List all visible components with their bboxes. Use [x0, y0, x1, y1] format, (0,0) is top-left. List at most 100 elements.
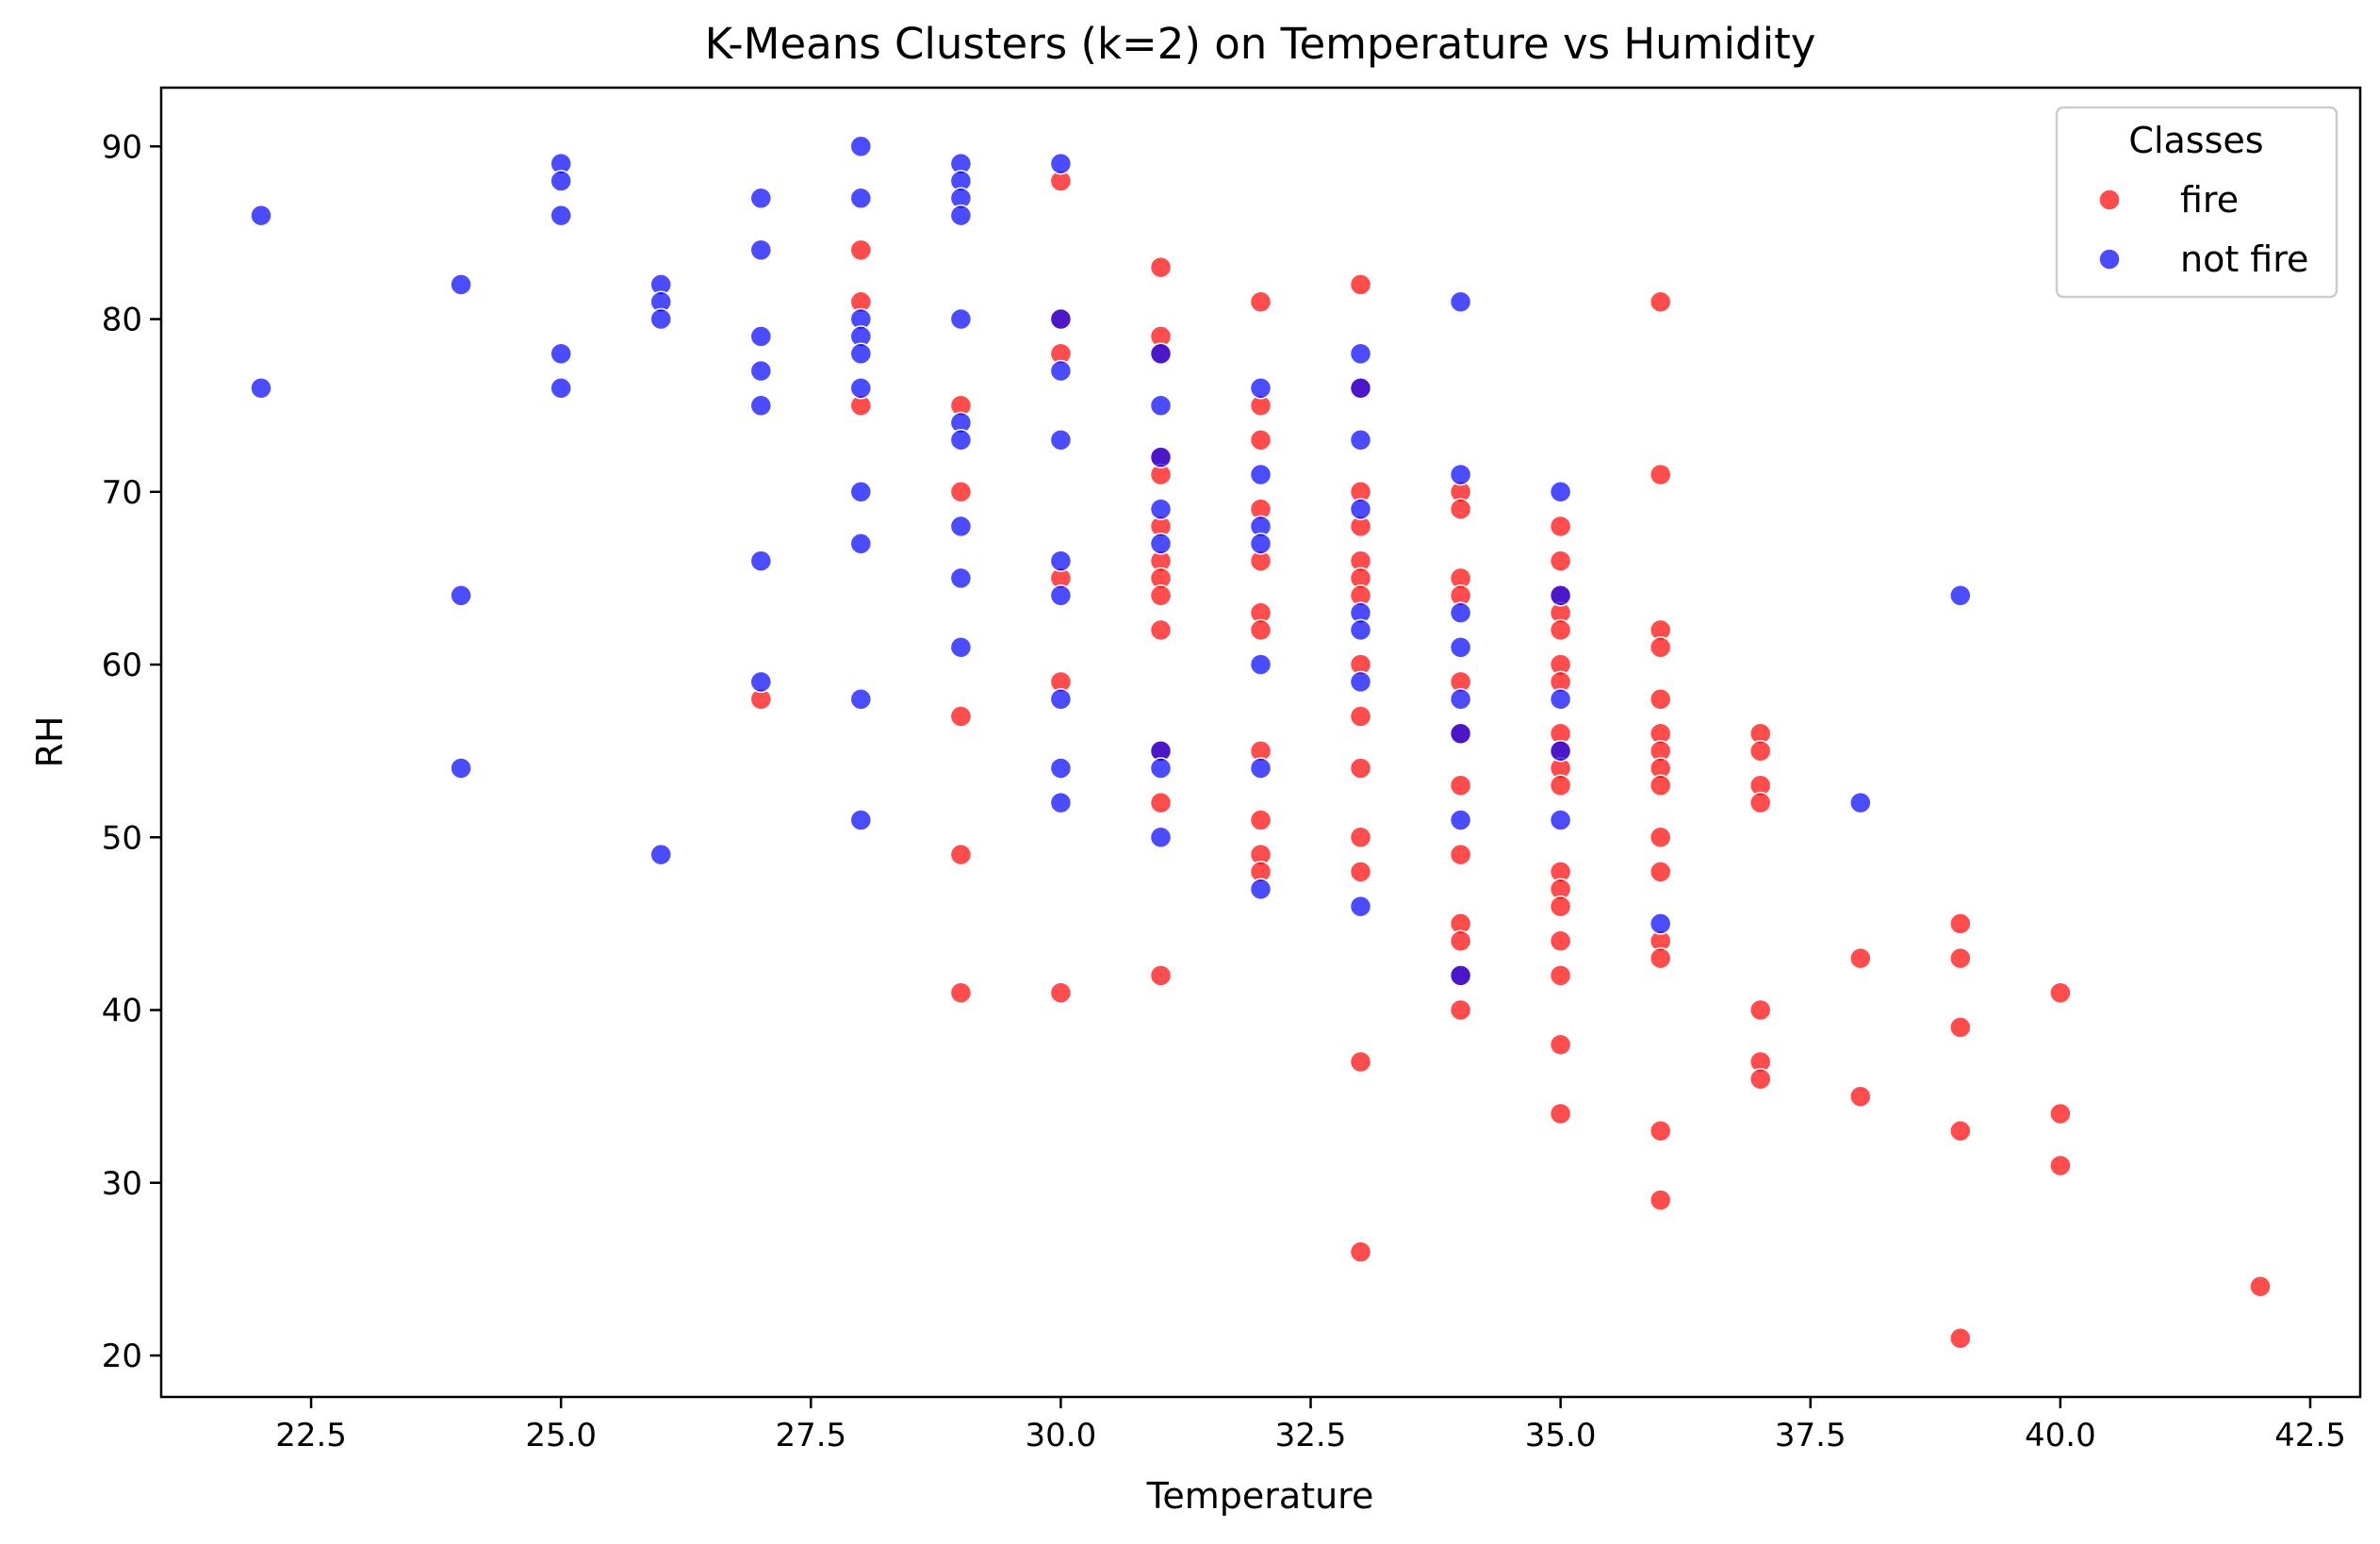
point-not-fire	[749, 550, 773, 572]
point-not-fire	[1049, 359, 1073, 383]
point-fire	[1649, 774, 1672, 797]
point-not-fire	[1249, 653, 1272, 676]
point-not-fire	[1449, 463, 1472, 486]
point-not-fire	[1249, 377, 1272, 400]
point-fire	[1249, 618, 1272, 642]
point-not-fire	[1349, 498, 1372, 520]
point-fire	[1649, 635, 1672, 659]
point-not-fire	[1049, 757, 1073, 780]
point-not-fire	[949, 567, 973, 590]
point-not-fire	[749, 187, 773, 210]
point-not-fire	[550, 204, 572, 227]
point-fire	[1149, 618, 1173, 642]
x-axis-ticks: 22.5 25.0 27.5 30.0 32.5 35.0 37.5 40.0 42.5	[275, 1397, 2346, 1454]
y-axis-ticks: 20 30 40 50 60 70 80 90	[102, 128, 161, 1375]
point-fire	[949, 481, 973, 503]
point-fire	[1649, 946, 1672, 970]
point-fire	[1349, 861, 1372, 883]
y-tick-label: 60	[102, 647, 142, 684]
point-fire	[2249, 1274, 2272, 1298]
point-not-fire	[1049, 550, 1073, 572]
x-tick-label: 40.0	[2025, 1417, 2096, 1454]
point-not-fire	[849, 342, 873, 365]
point-not-fire	[649, 307, 672, 331]
point-not-fire	[1449, 809, 1472, 831]
point-not-fire	[1349, 377, 1372, 400]
point-fire	[1949, 1120, 1972, 1142]
point-fire	[2049, 1102, 2072, 1125]
point-not-fire	[1449, 290, 1472, 313]
legend-box	[2055, 106, 2339, 299]
point-not-fire	[1549, 739, 1572, 763]
legend: Classes fire not fire	[2055, 106, 2339, 299]
point-not-fire	[1649, 912, 1672, 935]
point-not-fire	[1349, 895, 1372, 918]
point-not-fire	[849, 533, 873, 555]
legend-title: Classes	[2128, 120, 2263, 161]
point-fire	[1049, 981, 1073, 1004]
point-fire	[1549, 1033, 1572, 1056]
point-fire	[1249, 290, 1272, 313]
plot-area-frame	[159, 86, 2362, 1399]
point-not-fire	[749, 394, 773, 417]
point-fire	[1549, 895, 1572, 918]
point-not-fire	[250, 377, 272, 400]
point-fire	[2049, 1154, 2072, 1177]
point-not-fire	[450, 757, 472, 780]
point-fire	[1849, 1085, 1872, 1108]
point-fire	[1349, 1240, 1372, 1263]
point-not-fire	[1849, 791, 1872, 814]
point-not-fire	[1149, 826, 1173, 849]
point-fire	[1649, 826, 1672, 849]
point-not-fire	[949, 635, 973, 659]
point-fire	[1949, 946, 1972, 970]
point-not-fire	[749, 670, 773, 694]
point-fire	[1748, 998, 1772, 1022]
point-not-fire	[1149, 757, 1173, 780]
point-fire	[1949, 1326, 1972, 1350]
point-fire	[1149, 791, 1173, 814]
point-fire	[1649, 687, 1672, 711]
point-fire	[1549, 550, 1572, 572]
legend-marker-not-fire	[2098, 248, 2121, 271]
point-fire	[2049, 981, 2072, 1004]
x-tick-label: 25.0	[525, 1417, 597, 1454]
point-not-fire	[1049, 429, 1073, 452]
point-not-fire	[749, 325, 773, 348]
y-tick-label: 30	[102, 1165, 142, 1203]
point-fire	[1349, 757, 1372, 780]
point-not-fire	[749, 359, 773, 383]
point-not-fire	[1049, 307, 1073, 331]
point-not-fire	[1149, 394, 1173, 417]
point-not-fire	[949, 429, 973, 452]
point-fire	[1949, 912, 1972, 935]
point-not-fire	[1449, 964, 1472, 987]
point-not-fire	[1249, 757, 1272, 780]
point-not-fire	[649, 843, 672, 866]
point-fire	[1149, 583, 1173, 607]
point-not-fire	[949, 204, 973, 227]
point-not-fire	[849, 135, 873, 158]
point-not-fire	[849, 187, 873, 210]
point-not-fire	[1449, 601, 1472, 624]
point-fire	[949, 705, 973, 728]
point-fire	[1649, 290, 1672, 313]
y-tick-label: 90	[102, 128, 142, 166]
point-not-fire	[1449, 687, 1472, 711]
point-not-fire	[1349, 429, 1372, 452]
point-fire	[1748, 739, 1772, 763]
point-not-fire	[1349, 618, 1372, 642]
point-not-fire	[550, 342, 572, 365]
point-not-fire	[949, 515, 973, 538]
point-not-fire	[1949, 583, 1972, 607]
point-not-fire	[749, 238, 773, 262]
point-fire	[1549, 964, 1572, 987]
point-not-fire	[1049, 791, 1073, 814]
point-fire	[1349, 1050, 1372, 1074]
y-axis-label: RH	[29, 716, 71, 768]
point-not-fire	[849, 377, 873, 400]
x-axis-label: Temperature	[1146, 1475, 1374, 1517]
point-fire	[1949, 1016, 1972, 1039]
point-not-fire	[550, 170, 572, 192]
